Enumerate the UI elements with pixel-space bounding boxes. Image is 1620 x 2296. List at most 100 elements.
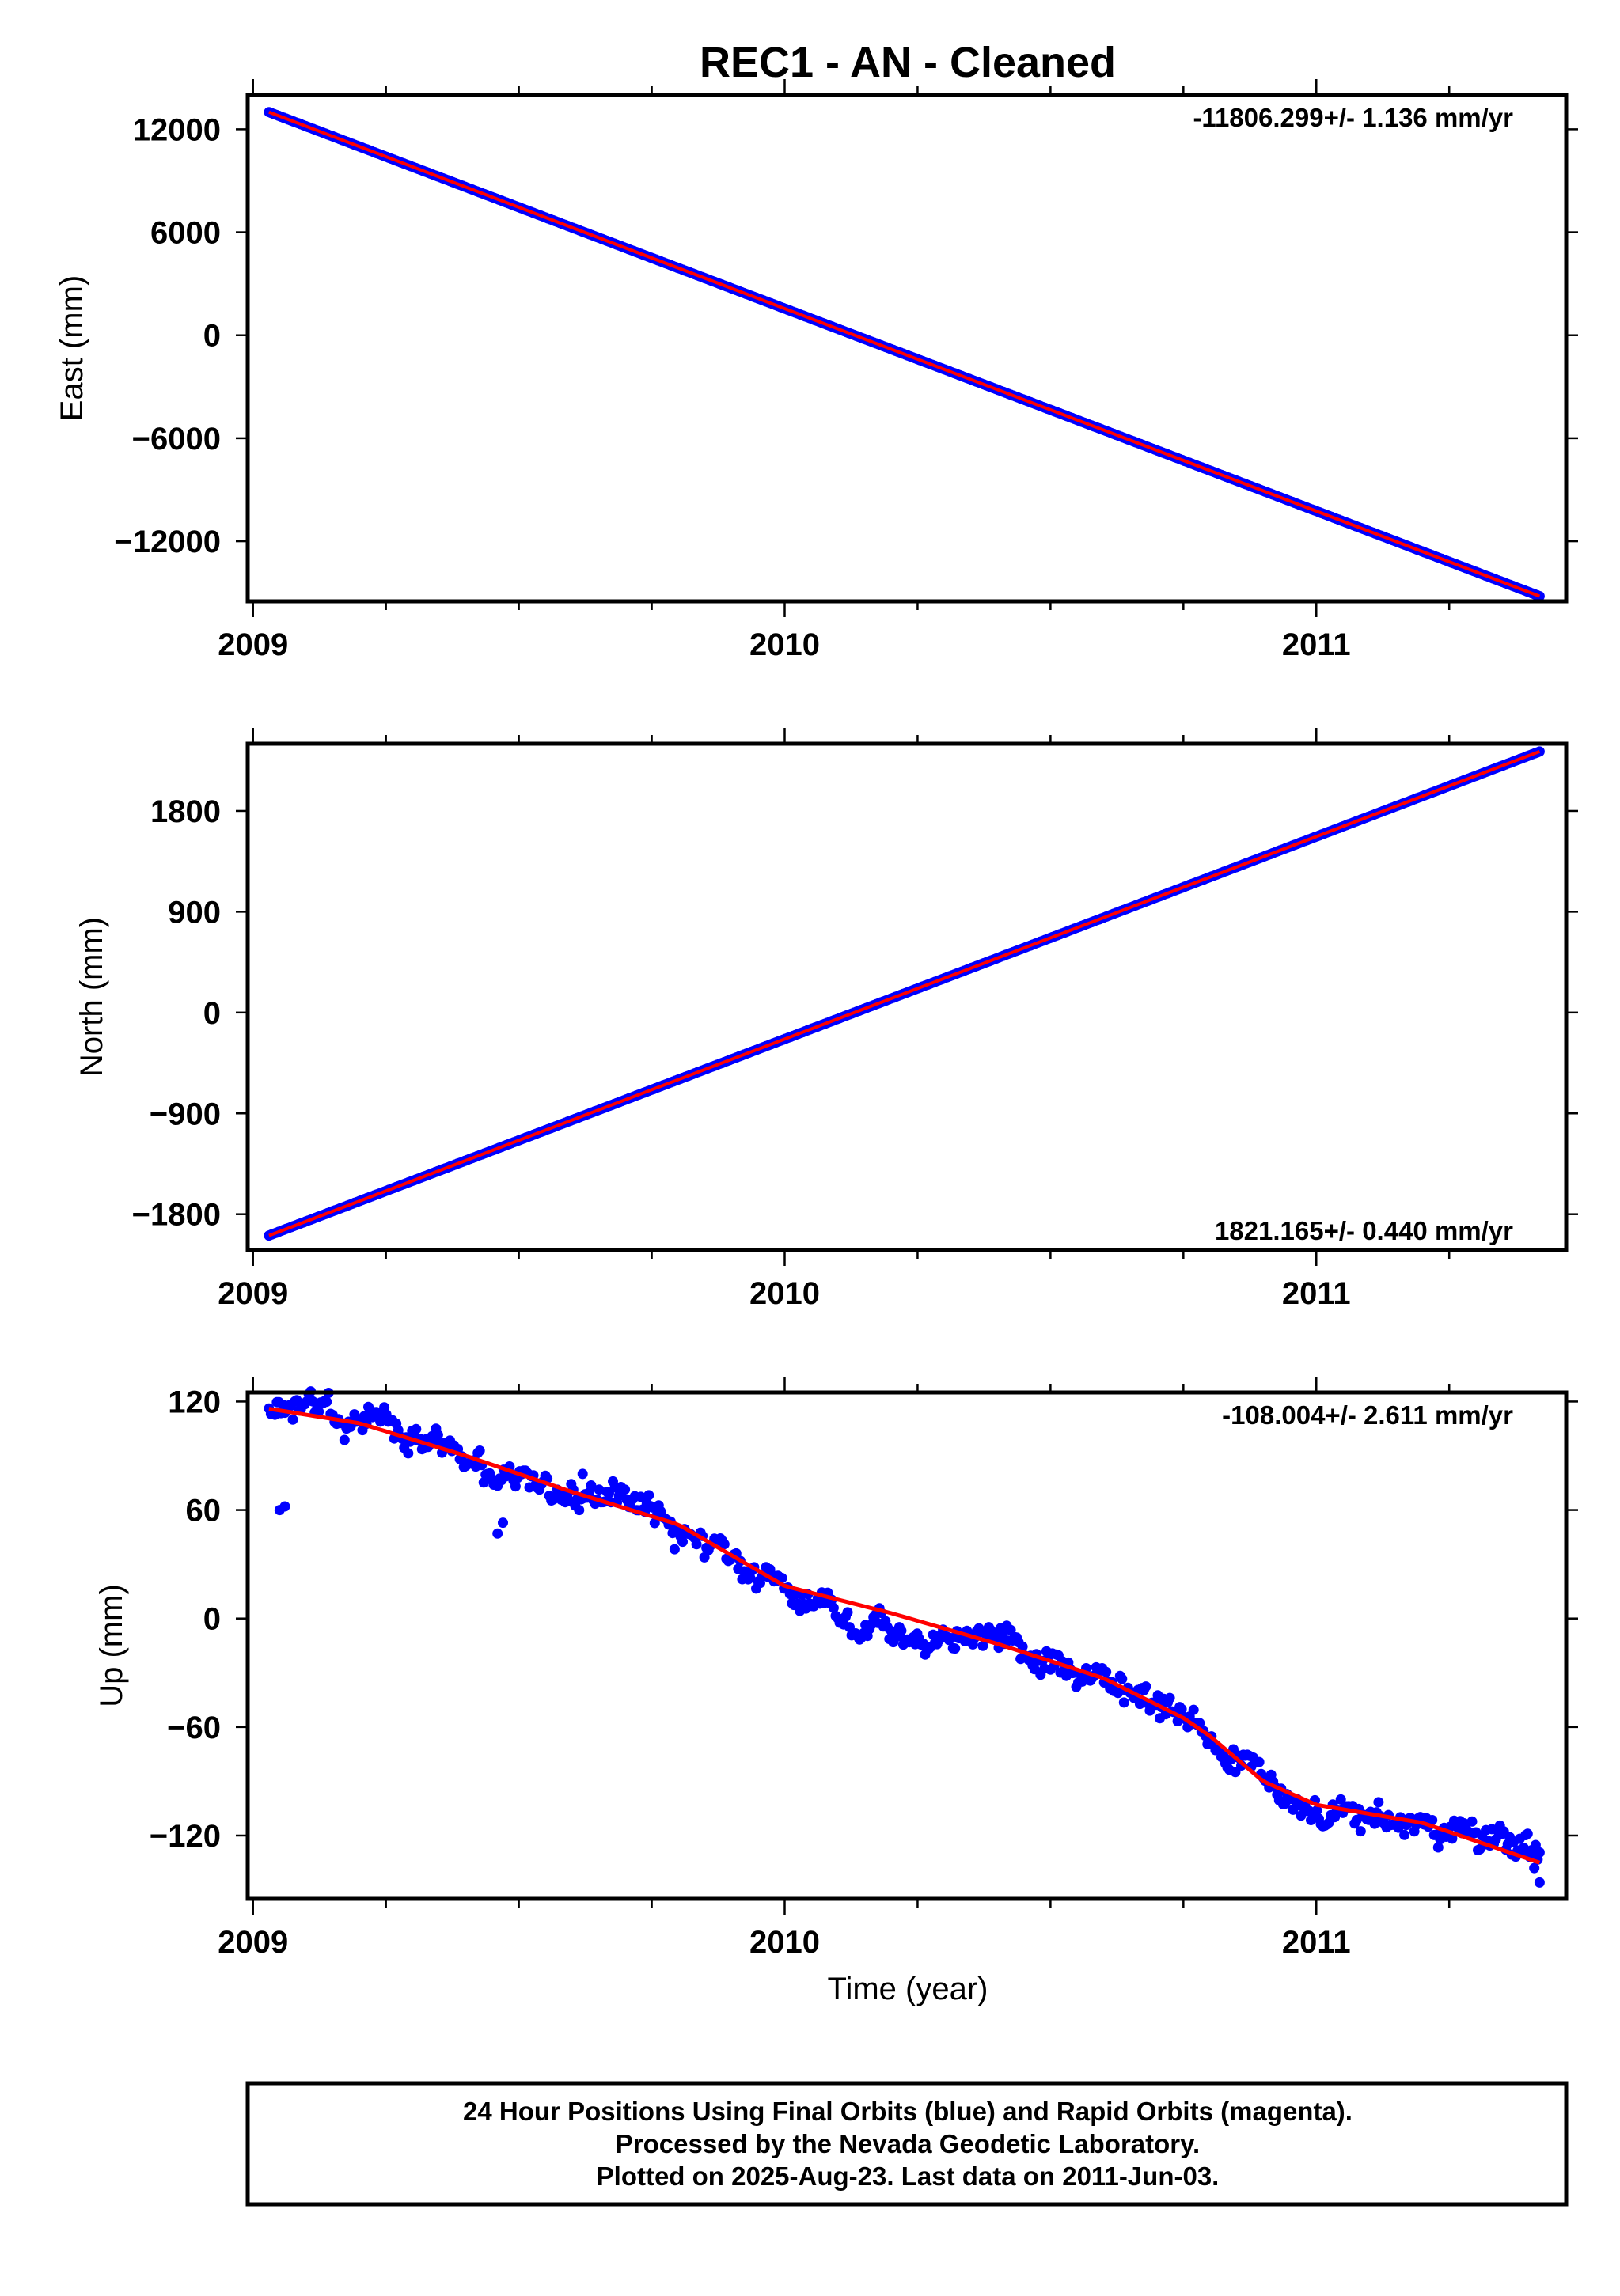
east-ticks: 12000 6000 0 −6000 −12000 2009 2010 2011	[114, 79, 1578, 662]
up-data-point	[411, 1423, 422, 1434]
east-y-tick-label: 6000	[150, 216, 221, 251]
up-data-point	[1117, 1673, 1128, 1684]
up-x-tick-label: 2010	[749, 1925, 820, 1960]
up-data-point	[586, 1480, 597, 1491]
east-x-tick-label: 2011	[1282, 627, 1351, 662]
up-data-point	[643, 1490, 654, 1501]
up-data-point	[635, 1491, 647, 1502]
east-y-tick-label: −6000	[132, 422, 221, 457]
up-fit-line	[268, 1407, 1541, 1865]
up-data-point	[307, 1396, 318, 1407]
up-data-point	[510, 1481, 521, 1492]
east-y-axis-label: East (mm)	[55, 275, 89, 421]
up-data-point	[1518, 1843, 1529, 1854]
up-y-tick-label: 120	[168, 1385, 221, 1419]
up-data-point	[1369, 1818, 1380, 1829]
footer-line-1: 24 Hour Positions Using Final Orbits (bl…	[463, 2097, 1353, 2126]
up-data-point	[498, 1517, 508, 1529]
up-data-point	[339, 1434, 350, 1445]
footer-line-3: Plotted on 2025-Aug-23. Last data on 201…	[597, 2161, 1220, 2191]
up-x-tick-label: 2011	[1282, 1925, 1351, 1960]
up-data-point	[1466, 1816, 1478, 1827]
up-data-point	[287, 1414, 298, 1425]
footer-line-2: Processed by the Nevada Geodetic Laborat…	[616, 2129, 1200, 2158]
up-data-point	[1534, 1877, 1545, 1888]
north-y-axis-label: North (mm)	[74, 917, 109, 1077]
east-y-tick-label: −12000	[114, 525, 221, 559]
up-data-point	[719, 1539, 730, 1550]
up-data-point	[950, 1643, 961, 1654]
up-data-point	[1134, 1699, 1145, 1710]
up-data-point	[403, 1448, 414, 1459]
east-rate-label: -11806.299+/- 1.136 mm/yr	[1193, 103, 1513, 132]
up-data-point	[1427, 1815, 1438, 1825]
up-data-point	[279, 1501, 290, 1512]
up-data-point	[432, 1430, 443, 1441]
north-x-tick-label: 2010	[749, 1276, 820, 1311]
up-data-point	[1218, 1750, 1229, 1761]
up-data-point	[1399, 1829, 1410, 1840]
up-data-point	[946, 1633, 957, 1643]
north-rate-label: 1821.165+/- 0.440 mm/yr	[1215, 1216, 1513, 1245]
footer-box: 24 Hour Positions Using Final Orbits (bl…	[245, 2081, 1569, 2207]
up-ticks: 120 60 0 −60 −120 2009 2010 2011	[150, 1377, 1578, 1960]
up-data-point	[594, 1484, 605, 1495]
east-plot-frame	[245, 93, 1569, 604]
up-data-point	[1101, 1666, 1112, 1677]
east-x-tick-label: 2009	[218, 627, 288, 662]
up-y-tick-label: 60	[186, 1494, 222, 1529]
up-panel: 120 60 0 −60 −120 2009 2010 2011 Up (mm) -108.0…	[94, 1377, 1578, 2006]
up-data-point	[1311, 1805, 1322, 1816]
east-x-tick-label: 2010	[749, 627, 820, 662]
up-data-point	[620, 1484, 631, 1495]
east-y-tick-label: 12000	[133, 112, 221, 147]
east-data-layer	[264, 107, 1545, 601]
x-axis-label: Time (year)	[828, 1972, 988, 2006]
up-y-axis-label: Up (mm)	[94, 1584, 129, 1707]
up-data-point	[478, 1477, 489, 1488]
up-data-point	[577, 1468, 588, 1480]
north-ticks: 1800 900 0 −900 −1800 2009 2010 2011	[132, 728, 1578, 1311]
up-data-point	[1254, 1756, 1265, 1767]
up-data-layer	[264, 1386, 1545, 1888]
north-y-tick-label: −1800	[132, 1198, 221, 1233]
up-data-point	[313, 1406, 324, 1417]
up-data-point	[776, 1573, 787, 1583]
north-y-tick-label: 900	[168, 895, 221, 930]
up-data-point	[492, 1528, 503, 1539]
up-data-point	[1230, 1767, 1241, 1778]
east-fit-line	[268, 110, 1541, 598]
up-data-point	[677, 1536, 688, 1548]
up-data-point	[1529, 1862, 1540, 1874]
up-data-point	[1534, 1847, 1545, 1858]
up-data-point	[1432, 1842, 1444, 1853]
north-fit-line	[268, 750, 1541, 1237]
north-x-tick-label: 2011	[1282, 1276, 1351, 1311]
up-data-point	[1373, 1797, 1384, 1808]
up-data-point	[1355, 1826, 1366, 1837]
up-y-tick-label: 0	[203, 1602, 221, 1637]
up-data-point	[1335, 1794, 1346, 1805]
up-data-point	[1118, 1697, 1129, 1708]
up-data-point	[1113, 1688, 1124, 1699]
up-data-point	[321, 1396, 332, 1408]
north-plot-frame	[245, 741, 1569, 1252]
up-data-point	[1522, 1828, 1533, 1839]
north-data-layer	[264, 746, 1545, 1241]
north-panel: 1800 900 0 −900 −1800 2009 2010 2011 North (mm)…	[74, 728, 1578, 1311]
north-x-tick-label: 2009	[218, 1276, 288, 1311]
up-data-point	[691, 1539, 702, 1550]
north-y-tick-label: 1800	[150, 794, 221, 829]
up-x-tick-label: 2009	[218, 1925, 288, 1960]
up-data-point	[375, 1416, 386, 1427]
up-data-point	[828, 1602, 839, 1613]
east-y-tick-label: 0	[203, 319, 221, 354]
up-data-point	[1140, 1681, 1151, 1692]
up-data-point	[1447, 1833, 1458, 1844]
up-y-tick-label: −60	[167, 1711, 221, 1745]
east-panel: 12000 6000 0 −6000 −12000 2009 2010 2011 East (…	[55, 79, 1578, 662]
up-data-point	[1164, 1692, 1175, 1703]
north-y-tick-label: 0	[203, 996, 221, 1031]
up-data-point	[896, 1625, 907, 1636]
